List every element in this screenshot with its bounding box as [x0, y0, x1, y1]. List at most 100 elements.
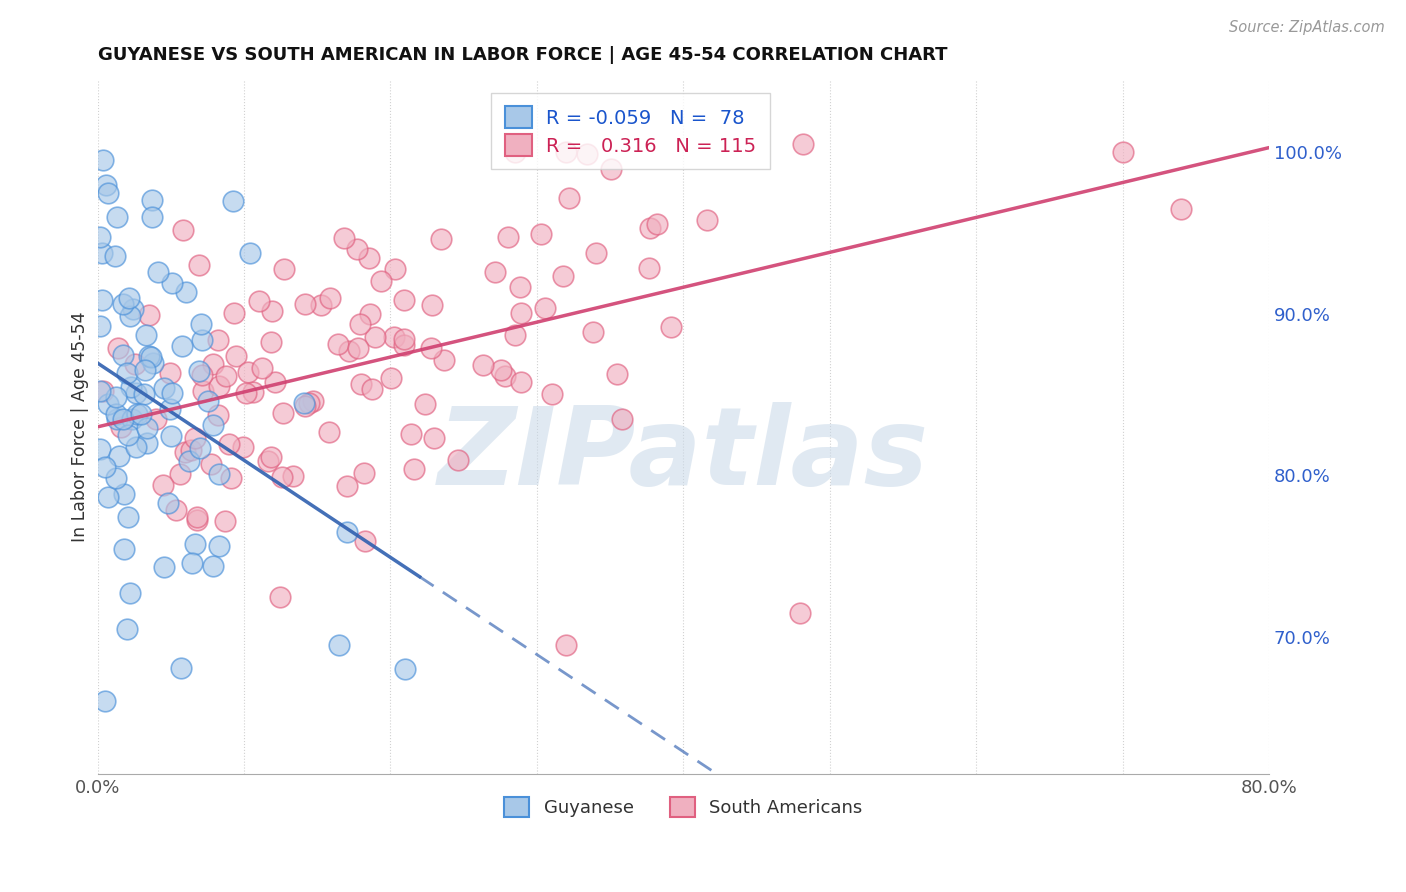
- Point: [429, 232, 451, 246]
- Point: [534, 301, 557, 316]
- Point: [120, 309, 142, 323]
- Point: [91, 293, 114, 308]
- Point: [328, 638, 350, 652]
- Point: [326, 336, 349, 351]
- Point: [186, 509, 208, 524]
- Point: [359, 251, 381, 265]
- Point: [219, 471, 242, 485]
- Point: [509, 376, 531, 390]
- Point: [153, 381, 176, 395]
- Point: [471, 358, 494, 372]
- Point: [294, 297, 316, 311]
- Point: [384, 261, 406, 276]
- Point: [135, 327, 157, 342]
- Point: [89, 442, 111, 456]
- Point: [257, 454, 280, 468]
- Text: ZIPatlas: ZIPatlas: [437, 401, 929, 508]
- Point: [202, 417, 225, 432]
- Point: [214, 514, 236, 528]
- Point: [354, 533, 377, 548]
- Point: [184, 537, 207, 551]
- Point: [336, 479, 359, 493]
- Point: [318, 291, 340, 305]
- Point: [242, 385, 264, 400]
- Point: [108, 449, 131, 463]
- Point: [159, 402, 181, 417]
- Point: [94, 694, 117, 708]
- Point: [197, 393, 219, 408]
- Point: [174, 285, 197, 299]
- Point: [165, 503, 187, 517]
- Point: [124, 357, 146, 371]
- Point: [558, 191, 581, 205]
- Text: GUYANESE VS SOUTH AMERICAN IN LABOR FORCE | AGE 45-54 CORRELATION CHART: GUYANESE VS SOUTH AMERICAN IN LABOR FORC…: [97, 46, 948, 64]
- Point: [235, 386, 257, 401]
- Point: [105, 210, 128, 224]
- Point: [105, 390, 128, 404]
- Point: [145, 411, 167, 425]
- Point: [97, 490, 120, 504]
- Point: [156, 496, 179, 510]
- Point: [146, 265, 169, 279]
- Point: [141, 211, 163, 225]
- Point: [193, 384, 215, 399]
- Point: [347, 341, 370, 355]
- Point: [132, 386, 155, 401]
- Point: [360, 382, 382, 396]
- Point: [190, 318, 212, 332]
- Point: [188, 364, 211, 378]
- Point: [350, 377, 373, 392]
- Point: [135, 420, 157, 434]
- Point: [301, 393, 323, 408]
- Point: [260, 450, 283, 464]
- Point: [494, 369, 516, 384]
- Text: Source: ZipAtlas.com: Source: ZipAtlas.com: [1229, 20, 1385, 35]
- Point: [222, 194, 245, 209]
- Point: [606, 367, 628, 381]
- Point: [117, 427, 139, 442]
- Point: [138, 349, 160, 363]
- Point: [124, 386, 146, 401]
- Point: [172, 223, 194, 237]
- Point: [1170, 202, 1192, 216]
- Point: [184, 432, 207, 446]
- Point: [104, 407, 127, 421]
- Point: [174, 445, 197, 459]
- Point: [112, 297, 135, 311]
- Point: [125, 440, 148, 454]
- Point: [359, 307, 381, 321]
- Point: [136, 435, 159, 450]
- Point: [402, 461, 425, 475]
- Point: [201, 558, 224, 573]
- Point: [181, 556, 204, 570]
- Point: [509, 279, 531, 293]
- Point: [117, 366, 139, 380]
- Point: [394, 293, 416, 307]
- Point: [337, 344, 360, 359]
- Point: [789, 606, 811, 620]
- Point: [104, 249, 127, 263]
- Point: [89, 318, 111, 333]
- Point: [97, 397, 120, 411]
- Point: [529, 227, 551, 241]
- Point: [260, 334, 283, 349]
- Point: [107, 342, 129, 356]
- Point: [309, 298, 332, 312]
- Y-axis label: In Labor Force | Age 45-54: In Labor Force | Age 45-54: [72, 311, 89, 542]
- Point: [422, 431, 444, 445]
- Point: [152, 478, 174, 492]
- Point: [399, 426, 422, 441]
- Point: [260, 304, 283, 318]
- Point: [218, 437, 240, 451]
- Point: [200, 458, 222, 472]
- Point: [215, 368, 238, 383]
- Point: [121, 412, 143, 426]
- Point: [792, 137, 814, 152]
- Point: [208, 467, 231, 482]
- Point: [238, 365, 260, 379]
- Point: [273, 261, 295, 276]
- Point: [582, 326, 605, 340]
- Point: [222, 306, 245, 320]
- Point: [188, 258, 211, 272]
- Point: [638, 220, 661, 235]
